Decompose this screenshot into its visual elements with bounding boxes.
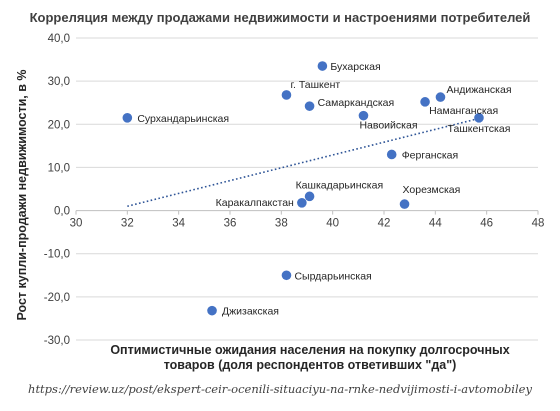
y-tick-label: 0,0 — [54, 206, 70, 218]
data-point — [122, 113, 133, 123]
point-label: Бухарская — [330, 61, 380, 73]
data-point — [207, 305, 217, 316]
point-label: Каракалпакстан — [216, 197, 294, 209]
x-tick-label: 46 — [480, 218, 493, 230]
data-point — [281, 90, 292, 100]
x-tick-label: 32 — [121, 218, 134, 230]
data-point — [281, 270, 292, 281]
data-point — [386, 149, 397, 160]
chart-title: Корреляция между продажами недвижимости … — [30, 10, 531, 25]
x-tick-labels: 30 32 34 36 38 40 42 44 46 48 — [70, 218, 545, 230]
scatter-chart: Корреляция между продажами недвижимости … — [15, 10, 545, 372]
point-label: г. Ташкент — [290, 79, 340, 91]
point-label: Самаркандская — [318, 97, 395, 109]
data-point — [304, 101, 315, 111]
point-labels: Бухарская г. Ташкент Самаркандская Андижанс… — [137, 61, 511, 318]
y-tick-label: 30,0 — [48, 76, 70, 88]
y-tick-label: -20,0 — [44, 292, 70, 304]
trendline-group — [127, 117, 482, 208]
data-point — [317, 61, 328, 71]
x-tick-label: 48 — [532, 218, 545, 230]
x-tick-label: 38 — [275, 218, 288, 230]
x-tick-label: 40 — [326, 218, 339, 230]
point-label: Навоийская — [359, 120, 417, 132]
point-label: Ташкентская — [448, 123, 511, 135]
point-label: Сырдарьинская — [294, 270, 371, 282]
point-label: Ферганская — [402, 149, 459, 161]
data-point — [304, 191, 315, 202]
y-tick-labels: -30,0 -20,0 -10,0 0,0 10,0 20,0 30,0 40,0 — [44, 33, 70, 347]
x-tick-label: 42 — [378, 218, 391, 230]
data-point — [297, 198, 307, 208]
y-tick-label: 20,0 — [48, 119, 70, 131]
point-label: Хорезмская — [403, 184, 461, 196]
x-tick-label: 36 — [224, 218, 237, 230]
point-label: Джизакская — [222, 306, 279, 318]
x-axis-title-line-2: товаров (доля респондентов ответивших "д… — [164, 358, 457, 372]
point-label: Кашкадарьинская — [296, 179, 384, 191]
axes — [75, 210, 539, 215]
point-label: Сурхандарьинская — [137, 113, 229, 125]
data-point — [474, 113, 484, 123]
source-link-text: https://review.uz/post/ekspert-ceir-ocen… — [28, 382, 532, 396]
y-tick-label: 10,0 — [48, 162, 70, 174]
y-tick-label: -30,0 — [44, 335, 70, 347]
data-point — [420, 97, 430, 107]
data-point — [435, 92, 446, 102]
x-tick-label: 44 — [429, 218, 442, 230]
gridlines — [76, 37, 538, 341]
y-axis-title: Рост купли-продажи недвижимости, в % — [15, 69, 29, 320]
data-point — [399, 199, 410, 209]
point-label: Андижанская — [446, 84, 511, 96]
point-label: Наманганская — [429, 105, 498, 117]
y-tick-label: -10,0 — [44, 249, 70, 261]
x-axis-title-line-1: Оптимистичные ожидания населения на поку… — [110, 343, 509, 357]
trendline — [127, 117, 482, 208]
data-points — [122, 61, 484, 316]
y-tick-label: 40,0 — [48, 33, 70, 45]
x-tick-label: 30 — [70, 218, 83, 230]
data-point — [358, 110, 369, 121]
x-tick-label: 34 — [172, 218, 185, 230]
